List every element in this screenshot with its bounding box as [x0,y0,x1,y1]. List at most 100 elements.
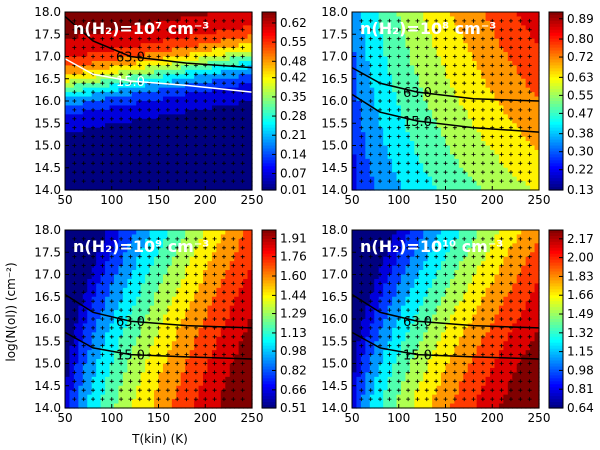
heatmap-cell [136,60,142,66]
heatmap-cell [189,181,195,187]
heatmap-cell [198,158,204,164]
heatmap-cell [100,176,106,182]
heatmap-cell [503,43,509,49]
heatmap-cell [149,16,155,22]
heatmap-cell [216,60,222,66]
heatmap-cell [162,65,168,71]
heatmap-cell [207,52,213,58]
heatmap-cell [507,47,513,53]
heatmap-cell [220,47,226,53]
heatmap-cell [73,74,79,80]
heatmap-cell [149,163,155,169]
heatmap-cell [176,176,182,182]
heatmap-cell [418,12,424,18]
heatmap-cell [374,136,380,142]
heatmap-cell [198,136,204,142]
heatmap-cell [113,127,120,133]
heatmap-cell [512,25,518,31]
heatmap-cell [158,109,164,115]
grid-marker [184,179,189,184]
heatmap-cell [65,136,71,142]
heatmap-cell [521,74,527,80]
heatmap-cell [194,12,200,18]
grid-marker [184,81,189,86]
heatmap-cell [105,109,111,115]
heatmap-cell [352,38,358,44]
heatmap-cell [82,74,88,80]
heatmap-cell [105,60,111,66]
grid-marker [100,179,105,184]
heatmap-cell [198,185,204,191]
heatmap-cell [427,181,433,187]
heatmap-cell [383,127,389,133]
heatmap-cell [149,65,155,71]
heatmap-cell [65,52,71,58]
heatmap-cell [122,16,128,22]
grid-marker [184,152,189,157]
heatmap-cell [78,310,84,316]
heatmap-cell [185,149,191,155]
heatmap-cell [189,69,195,75]
heatmap-cell [122,278,128,284]
heatmap-cell [216,43,222,49]
heatmap-cell [140,96,146,102]
heatmap-cell [352,149,358,155]
heatmap-cell [73,105,79,111]
heatmap-cell [100,92,106,98]
heatmap-cell [530,12,536,18]
heatmap-cell [418,101,424,107]
heatmap-cell [387,145,393,151]
heatmap-cell [122,399,128,405]
heatmap-cell [122,69,128,75]
heatmap-cell [216,25,222,31]
heatmap-cell [481,181,487,187]
heatmap-cell [176,145,182,151]
heatmap-cell [127,123,133,129]
heatmap-cell [512,74,518,80]
heatmap-cell [113,43,120,49]
heatmap-cell [113,83,120,89]
heatmap-cell [100,167,106,173]
heatmap-cell [216,65,222,71]
heatmap-cell [78,114,84,120]
heatmap-cell [467,163,473,169]
heatmap-cell [113,52,120,58]
heatmap-cell [243,74,249,80]
heatmap-cell [238,141,244,147]
heatmap-cell [229,167,235,173]
heatmap-cell [149,69,155,75]
heatmap-cell [140,141,146,147]
heatmap-cell [122,363,128,369]
heatmap-cell [423,47,429,53]
heatmap-cell [140,158,146,164]
heatmap-cell [211,29,217,35]
heatmap-cell [145,172,151,178]
heatmap-cell [238,176,244,182]
heatmap-cell [145,52,151,58]
heatmap-cell [87,336,93,342]
heatmap-cell [105,270,111,276]
heatmap-cell [78,399,84,405]
heatmap-cell [387,56,393,62]
heatmap-cell [176,38,182,44]
heatmap-cell [158,29,164,35]
heatmap-cell [167,136,173,142]
heatmap-cell [158,47,164,53]
heatmap-cell [176,78,182,84]
heatmap-cell [180,29,186,35]
heatmap-cell [65,123,71,129]
heatmap-cell [185,181,191,187]
heatmap-cell [91,354,97,360]
heatmap-cell [243,43,249,49]
heatmap-cell [131,69,137,75]
heatmap-cell [145,176,151,182]
heatmap-cell [131,123,137,129]
heatmap-cell [392,158,398,164]
heatmap-cell [105,359,111,365]
heatmap-cell [145,105,151,111]
heatmap-cell [127,301,133,307]
heatmap-cell [418,136,424,142]
heatmap-cell [207,20,213,26]
heatmap-cell [154,172,160,178]
heatmap-cell [136,136,142,142]
